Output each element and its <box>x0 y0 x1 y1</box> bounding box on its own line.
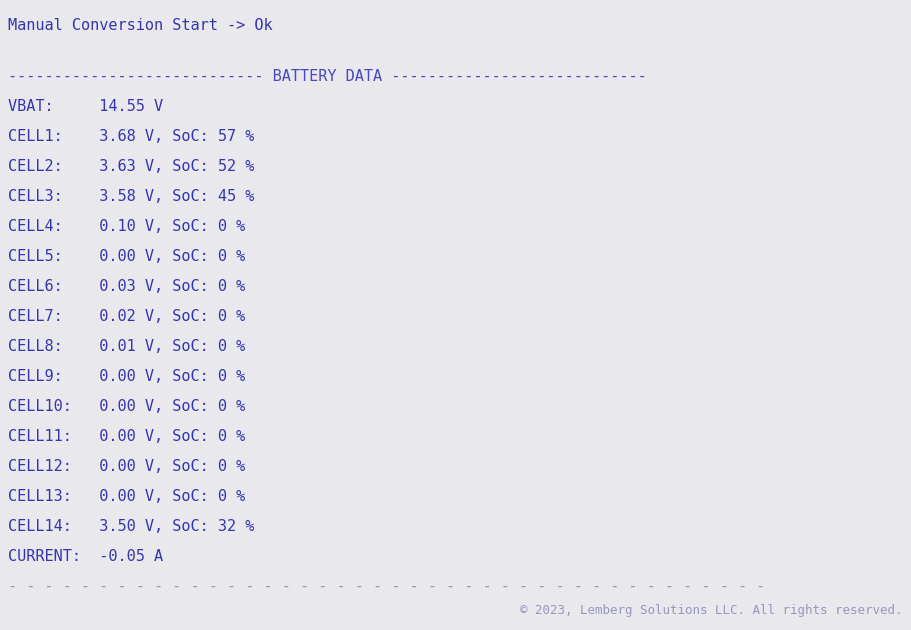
Text: CELL9:    0.00 V, SoC: 0 %: CELL9: 0.00 V, SoC: 0 % <box>8 369 245 384</box>
Text: CELL11:   0.00 V, SoC: 0 %: CELL11: 0.00 V, SoC: 0 % <box>8 429 245 444</box>
Text: Manual Conversion Start -> Ok: Manual Conversion Start -> Ok <box>8 18 272 33</box>
Text: ---------------------------- BATTERY DATA ----------------------------: ---------------------------- BATTERY DAT… <box>8 69 647 84</box>
Text: CELL2:    3.63 V, SoC: 52 %: CELL2: 3.63 V, SoC: 52 % <box>8 159 254 174</box>
Text: CELL7:    0.02 V, SoC: 0 %: CELL7: 0.02 V, SoC: 0 % <box>8 309 245 324</box>
Text: CELL13:   0.00 V, SoC: 0 %: CELL13: 0.00 V, SoC: 0 % <box>8 489 245 504</box>
Text: CELL1:    3.68 V, SoC: 57 %: CELL1: 3.68 V, SoC: 57 % <box>8 129 254 144</box>
Text: CELL6:    0.03 V, SoC: 0 %: CELL6: 0.03 V, SoC: 0 % <box>8 279 245 294</box>
Text: CELL4:    0.10 V, SoC: 0 %: CELL4: 0.10 V, SoC: 0 % <box>8 219 245 234</box>
Text: CELL3:    3.58 V, SoC: 45 %: CELL3: 3.58 V, SoC: 45 % <box>8 189 254 204</box>
Text: CELL14:   3.50 V, SoC: 32 %: CELL14: 3.50 V, SoC: 32 % <box>8 519 254 534</box>
Text: - - - - - - - - - - - - - - - - - - - - - - - - - - - - - - - - - - - - - - - - : - - - - - - - - - - - - - - - - - - - - … <box>8 579 765 594</box>
Text: CELL5:    0.00 V, SoC: 0 %: CELL5: 0.00 V, SoC: 0 % <box>8 249 245 264</box>
Text: CELL12:   0.00 V, SoC: 0 %: CELL12: 0.00 V, SoC: 0 % <box>8 459 245 474</box>
Text: CELL10:   0.00 V, SoC: 0 %: CELL10: 0.00 V, SoC: 0 % <box>8 399 245 414</box>
Text: CELL8:    0.01 V, SoC: 0 %: CELL8: 0.01 V, SoC: 0 % <box>8 339 245 354</box>
Text: VBAT:     14.55 V: VBAT: 14.55 V <box>8 99 163 114</box>
Text: CURRENT:  -0.05 A: CURRENT: -0.05 A <box>8 549 163 564</box>
Text: © 2023, Lemberg Solutions LLC. All rights reserved.: © 2023, Lemberg Solutions LLC. All right… <box>520 604 903 617</box>
